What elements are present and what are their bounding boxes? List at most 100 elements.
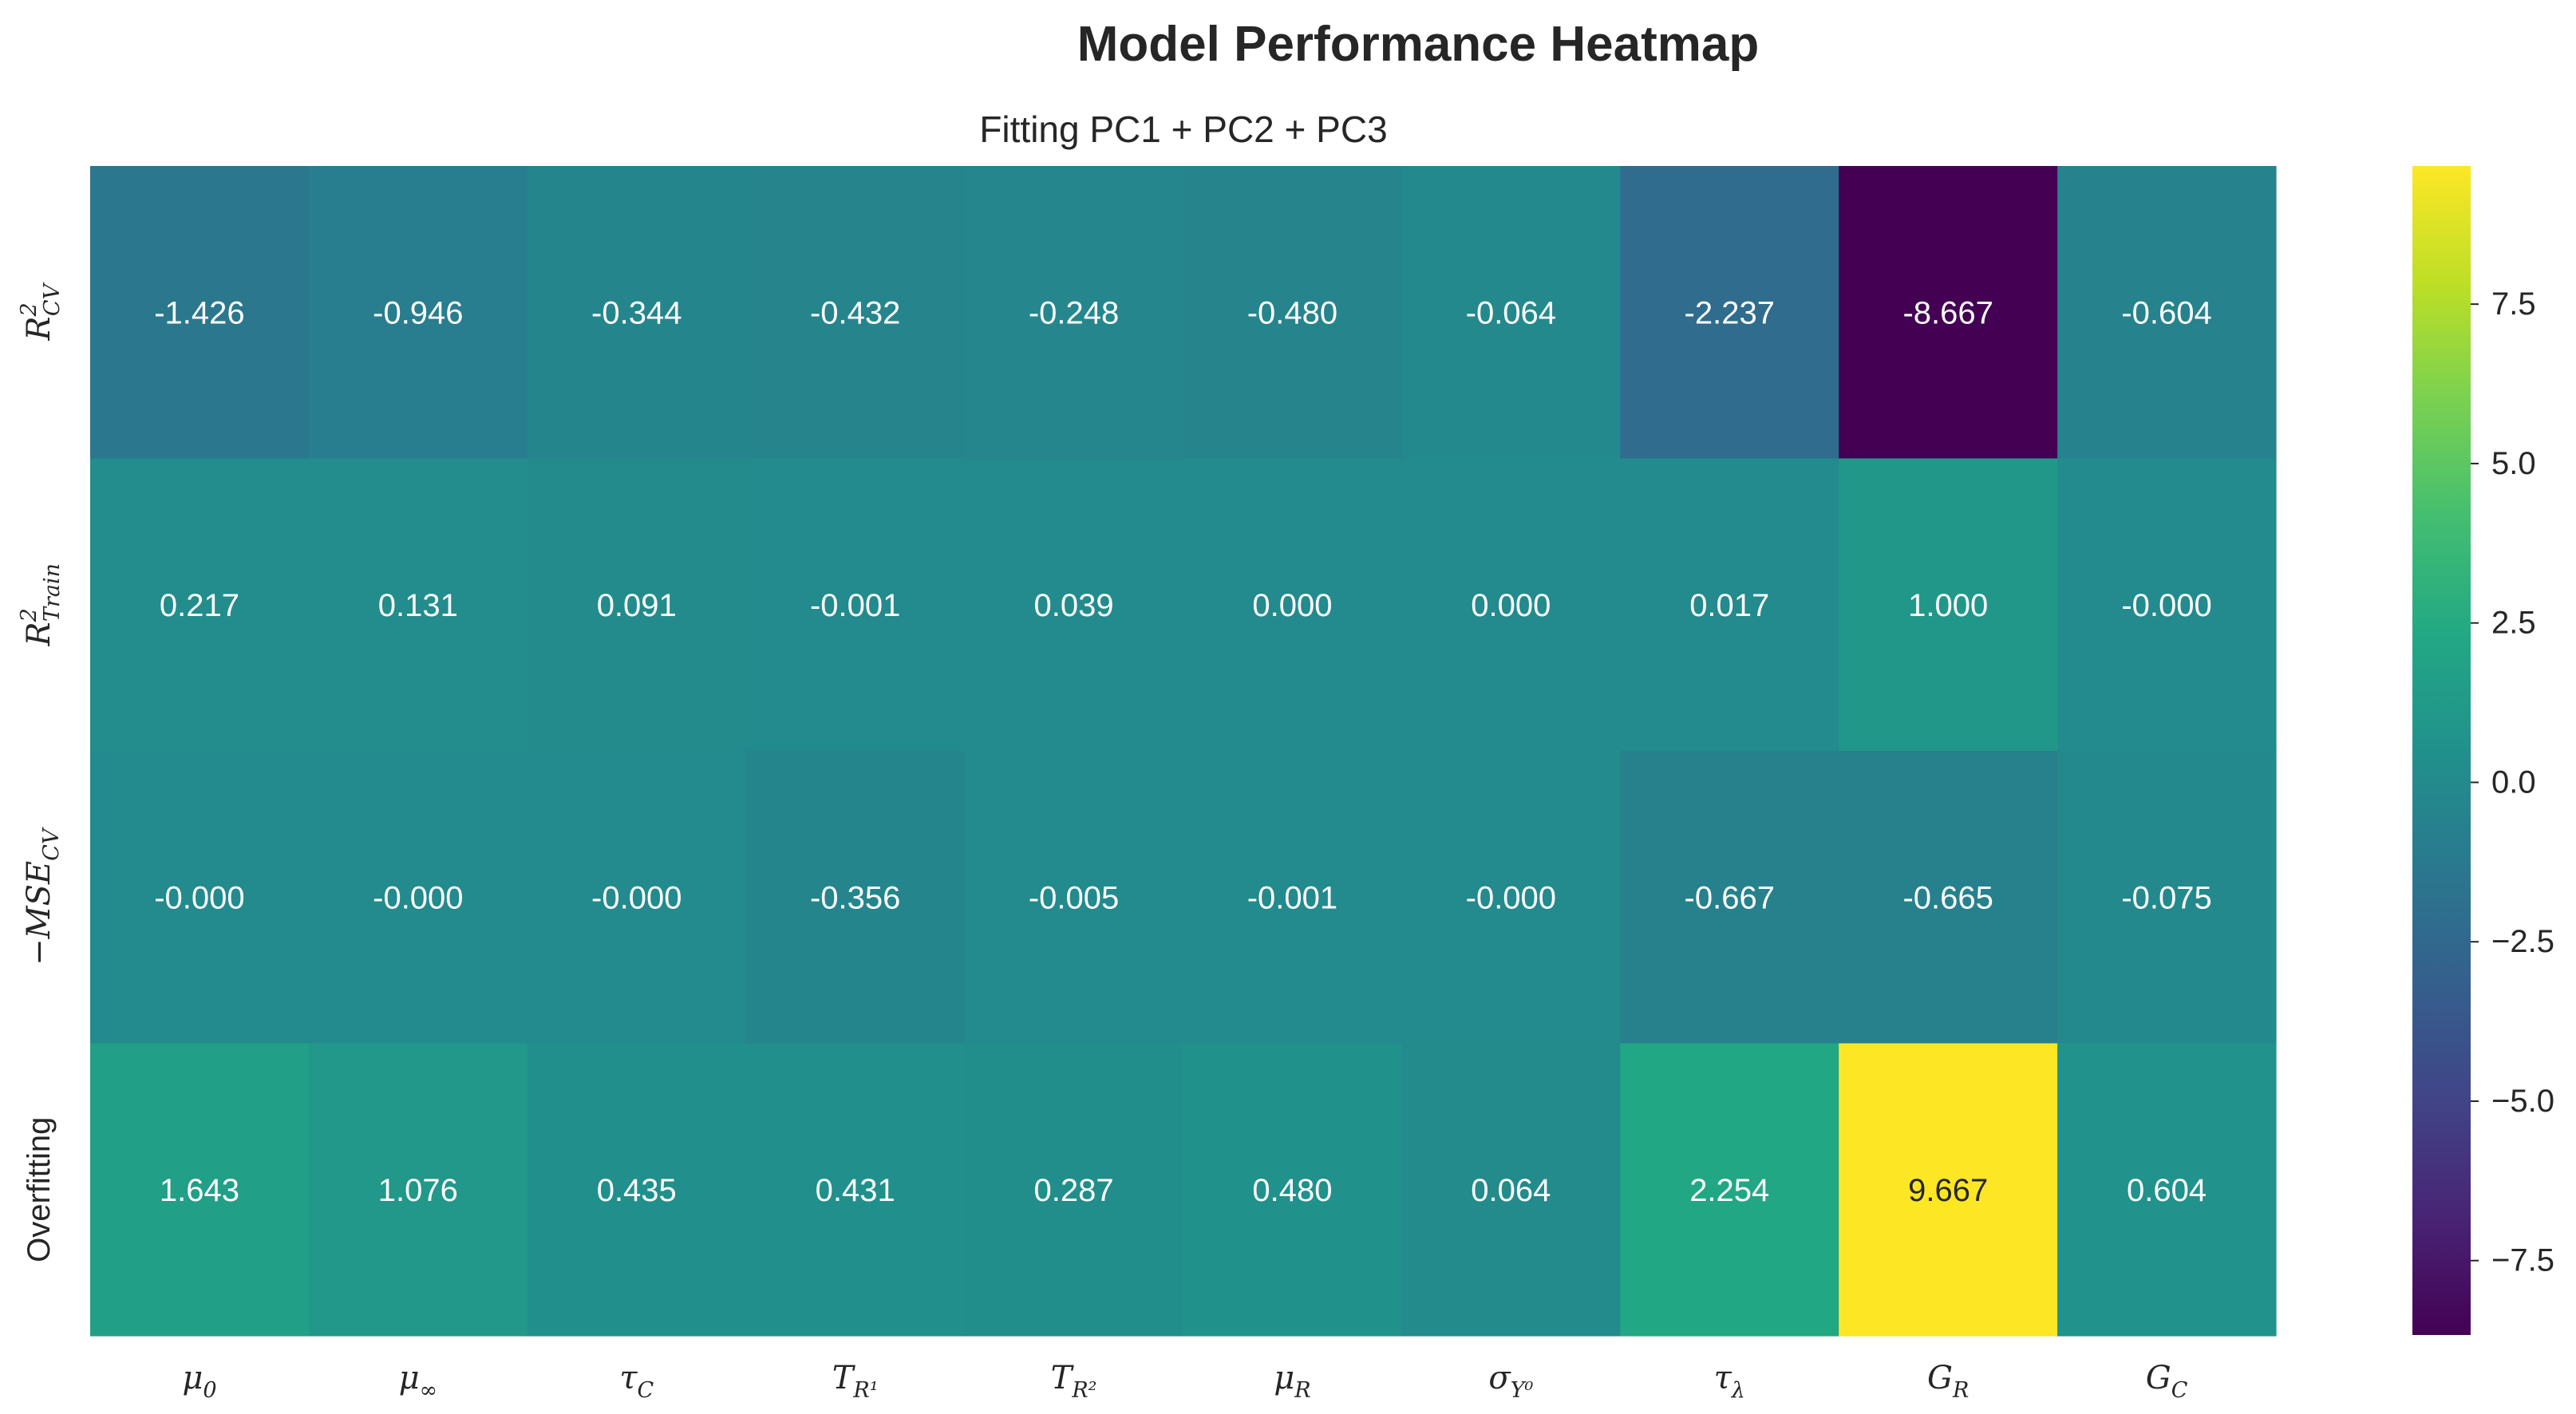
chart-subtitle: Fitting PC1 + PC2 + PC3 <box>979 109 1387 150</box>
colorbar <box>2412 166 2471 1335</box>
cell-value-label: -0.480 <box>1247 295 1337 330</box>
heatmap-cell <box>90 458 310 752</box>
heatmap-cell <box>2057 166 2277 460</box>
cell-value-label: 0.480 <box>1252 1173 1332 1208</box>
heatmap-cell <box>90 751 310 1045</box>
x-tick-label: GC <box>2146 1360 2188 1403</box>
cell-value-label: 0.064 <box>1471 1173 1551 1208</box>
cell-value-label: -0.604 <box>2121 295 2211 330</box>
cell-value-label: -0.001 <box>810 588 900 623</box>
heatmap-cell <box>1620 458 1839 752</box>
heatmap-cell <box>1620 166 1839 460</box>
colorbar-tick-label: −7.5 <box>2491 1243 2554 1278</box>
colorbar-tick-label: 7.5 <box>2491 286 2536 322</box>
heatmap-cell <box>745 458 966 752</box>
x-tick-label: μ0 <box>182 1360 216 1403</box>
y-tick-label: −MSECV <box>21 827 64 966</box>
x-tick-label: σY⁰ <box>1488 1360 1533 1403</box>
cell-value-label: -0.005 <box>1029 880 1119 915</box>
heatmap-cell <box>90 166 310 460</box>
cell-value-label: -0.000 <box>2121 588 2211 623</box>
heatmap-cell <box>308 166 528 460</box>
heatmap-cell-labels: -1.426 -0.946 -0.344 -0.432 -0.248 -0.480 -0.0… <box>154 295 2212 1208</box>
cell-value-label: -1.426 <box>154 295 244 330</box>
colorbar-tick-label: 2.5 <box>2491 606 2536 641</box>
heatmap-cells <box>90 166 2277 1337</box>
cell-value-label: -0.075 <box>2121 880 2211 915</box>
cell-value-label: -2.237 <box>1685 295 1775 330</box>
heatmap-cell <box>1401 1043 1621 1337</box>
heatmap-cell <box>527 166 747 460</box>
x-tick-label: τλ <box>1714 1360 1745 1403</box>
heatmap-cell <box>308 751 528 1045</box>
heatmap-cell <box>308 458 528 752</box>
x-tick-label: TR¹ <box>832 1360 879 1403</box>
cell-value-label: -0.344 <box>591 295 682 330</box>
x-tick-label: GR <box>1927 1360 1969 1403</box>
heatmap-cell <box>1839 458 2058 752</box>
cell-value-label: -0.667 <box>1685 880 1775 915</box>
heatmap-cell <box>964 166 1184 460</box>
cell-value-label: 2.254 <box>1689 1173 1769 1208</box>
cell-value-label: 0.435 <box>597 1173 677 1208</box>
cell-value-label: -0.064 <box>1466 295 1556 330</box>
heatmap-cell <box>1183 1043 1402 1337</box>
cell-value-label: 0.604 <box>2127 1173 2207 1208</box>
y-tick-label: R2Train <box>17 563 65 647</box>
cell-value-label: 0.287 <box>1033 1173 1113 1208</box>
heatmap-cell <box>308 1043 528 1337</box>
cell-value-label: 0.131 <box>378 588 458 623</box>
heatmap-cell <box>2057 1043 2277 1337</box>
colorbar-tick-label: −5.0 <box>2491 1084 2554 1119</box>
heatmap-cell <box>2057 458 2277 752</box>
heatmap-cell <box>1839 1043 2058 1337</box>
x-tick-label: TR² <box>1051 1360 1097 1403</box>
chart-title: Model Performance Heatmap <box>1077 17 1759 72</box>
heatmap-cell <box>1401 458 1621 752</box>
cell-value-label: -0.946 <box>373 295 463 330</box>
cell-value-label: -8.667 <box>1902 295 1993 330</box>
cell-value-label: -0.432 <box>810 295 900 330</box>
cell-value-label: 9.667 <box>1908 1173 1988 1208</box>
colorbar-tick-label: 5.0 <box>2491 446 2536 481</box>
heatmap-cell <box>527 751 747 1045</box>
heatmap-cell <box>964 751 1184 1045</box>
heatmap-cell <box>1401 751 1621 1045</box>
x-tick-label: μ∞ <box>399 1360 438 1403</box>
heatmap-cell <box>745 166 966 460</box>
cell-value-label: 0.000 <box>1252 588 1332 623</box>
cell-value-label: 1.076 <box>378 1173 458 1208</box>
cell-value-label: 1.643 <box>160 1173 239 1208</box>
cell-value-label: -0.665 <box>1902 880 1993 915</box>
cell-value-label: 0.217 <box>160 588 239 623</box>
x-tick-label: μR <box>1274 1360 1310 1403</box>
heatmap-cell <box>1839 166 2058 460</box>
cell-value-label: 0.039 <box>1033 588 1113 623</box>
heatmap-cell <box>1839 751 2058 1045</box>
cell-value-label: -0.000 <box>591 880 682 915</box>
heatmap-cell <box>1183 751 1402 1045</box>
colorbar-tick-label: −2.5 <box>2491 924 2554 959</box>
cell-value-label: -0.001 <box>1247 880 1337 915</box>
colorbar-ticks: 7.5 5.0 2.5 0.0 −2.5 −5.0 −7.5 <box>2471 286 2554 1278</box>
cell-value-label: 0.091 <box>597 588 677 623</box>
heatmap-cell <box>2057 751 2277 1045</box>
cell-value-label: 0.431 <box>816 1173 895 1208</box>
cell-value-label: -0.000 <box>373 880 463 915</box>
heatmap-cell <box>745 751 966 1045</box>
x-tick-label: τC <box>619 1360 654 1403</box>
heatmap-cell <box>1183 166 1402 460</box>
y-axis-tick-labels: R2CV R2Train −MSECV Overfitting <box>17 282 65 1262</box>
heatmap-cell <box>1620 1043 1839 1337</box>
heatmap-cell <box>1183 458 1402 752</box>
cell-value-label: 0.000 <box>1471 588 1551 623</box>
cell-value-label: -0.356 <box>810 880 900 915</box>
x-axis-tick-labels: μ0 μ∞ τC TR¹ TR² μR σY⁰ τλ GR GC <box>182 1360 2187 1403</box>
cell-value-label: 1.000 <box>1908 588 1988 623</box>
heatmap-cell <box>527 1043 747 1337</box>
cell-value-label: 0.017 <box>1689 588 1769 623</box>
y-tick-label: R2CV <box>17 282 65 341</box>
cell-value-label: -0.248 <box>1029 295 1119 330</box>
heatmap-cell <box>964 1043 1184 1337</box>
